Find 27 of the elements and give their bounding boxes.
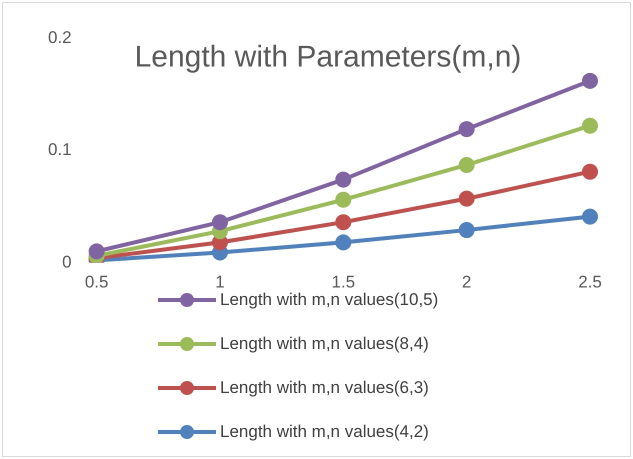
point bbox=[458, 156, 475, 173]
y-tick-label: 0.1 bbox=[48, 140, 72, 160]
point bbox=[335, 172, 352, 188]
point bbox=[458, 222, 475, 238]
point bbox=[582, 208, 598, 225]
x-tick-label: 1.5 bbox=[331, 272, 356, 292]
point bbox=[335, 234, 352, 250]
y-tick-label: 0.2 bbox=[48, 28, 72, 47]
point bbox=[212, 214, 228, 230]
point bbox=[458, 121, 475, 138]
x-tick-label: 1 bbox=[215, 272, 225, 292]
point bbox=[88, 243, 105, 260]
point bbox=[458, 190, 475, 207]
point bbox=[582, 164, 598, 180]
y-tick-label: 0 bbox=[62, 252, 72, 272]
legend-label: Length with m,n values(6,3) bbox=[220, 378, 429, 398]
x-tick-label: 0.5 bbox=[84, 272, 108, 292]
point bbox=[582, 118, 598, 134]
x-tick-label: 2.5 bbox=[578, 272, 602, 292]
legend-label: Length with m,n values(10,5) bbox=[220, 290, 438, 310]
x-tick-label: 2 bbox=[462, 272, 472, 292]
point bbox=[335, 214, 352, 230]
legend-label: Length with m,n values(4,2) bbox=[220, 422, 429, 442]
point bbox=[582, 72, 598, 89]
chart-title: Length with Parameters(m,n) bbox=[134, 40, 522, 74]
point bbox=[335, 192, 352, 208]
legend-label: Length with m,n values(8,4) bbox=[220, 334, 429, 354]
